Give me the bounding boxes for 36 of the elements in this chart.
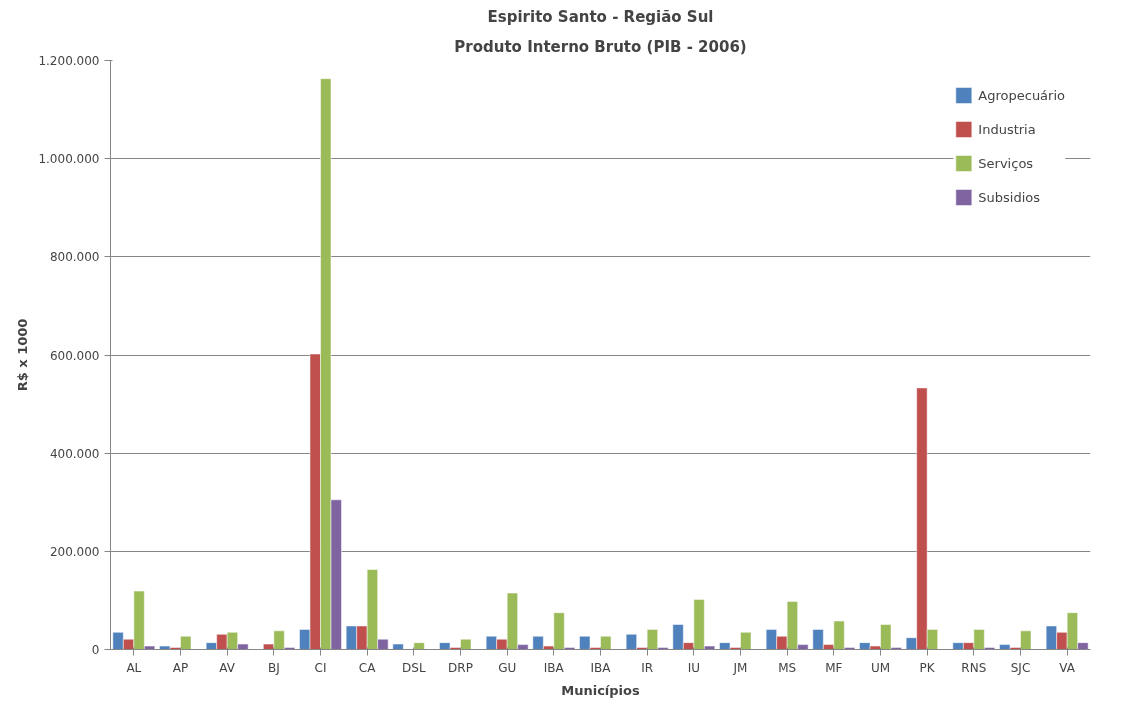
x-tick-label: MS (778, 660, 797, 675)
y-tick-label: 600.000 (49, 348, 100, 363)
x-tick-label: SJC (1010, 660, 1031, 675)
x-tick-label: IBA (543, 660, 565, 675)
x-tick-label: UM (870, 660, 891, 675)
x-tick-label: AV (219, 660, 236, 675)
legend-label: Industria (978, 121, 1036, 137)
legend-label: Agropecuário (978, 87, 1065, 103)
x-tick-label: JM (732, 660, 748, 675)
x-tick-label: BJ (267, 660, 280, 675)
y-tick-label: 0 (91, 643, 100, 657)
x-tick-label: IR (641, 660, 654, 675)
chart-subtitle: Produto Interno Bruto (PIB - 2006) (454, 37, 747, 56)
x-tick-label: CA (358, 660, 377, 675)
x-tick-label: AP (172, 660, 189, 675)
x-tick-label: IU (687, 660, 700, 675)
x-tick-label: VA (1059, 660, 1076, 675)
x-tick-label: AL (126, 660, 142, 675)
x-tick-label: DSL (402, 660, 426, 675)
y-tick-label: 1.200.000 (38, 54, 100, 68)
y-tick-label: 400.000 (49, 446, 100, 461)
y-tick-label: 1.000.000 (38, 152, 100, 167)
y-tick-label: 200.000 (49, 544, 100, 559)
y-axis-title: R$ x 1000 (15, 318, 31, 392)
x-tick-label: PK (919, 660, 936, 675)
legend-label: Subsidios (978, 189, 1041, 205)
legend-label: Serviços (978, 155, 1034, 171)
x-tick-label: MF (825, 660, 843, 675)
y-tick-label: 800.000 (49, 250, 100, 265)
chart-title: Espirito Santo - Região Sul (487, 7, 714, 26)
x-tick-label: CI (314, 660, 327, 675)
x-tick-label: RNS (961, 660, 987, 675)
x-tick-label: GU (498, 660, 517, 675)
x-tick-label: DRP (448, 660, 473, 675)
x-tick-label: IBA (590, 660, 612, 675)
x-axis-title: Municípios (561, 682, 641, 698)
